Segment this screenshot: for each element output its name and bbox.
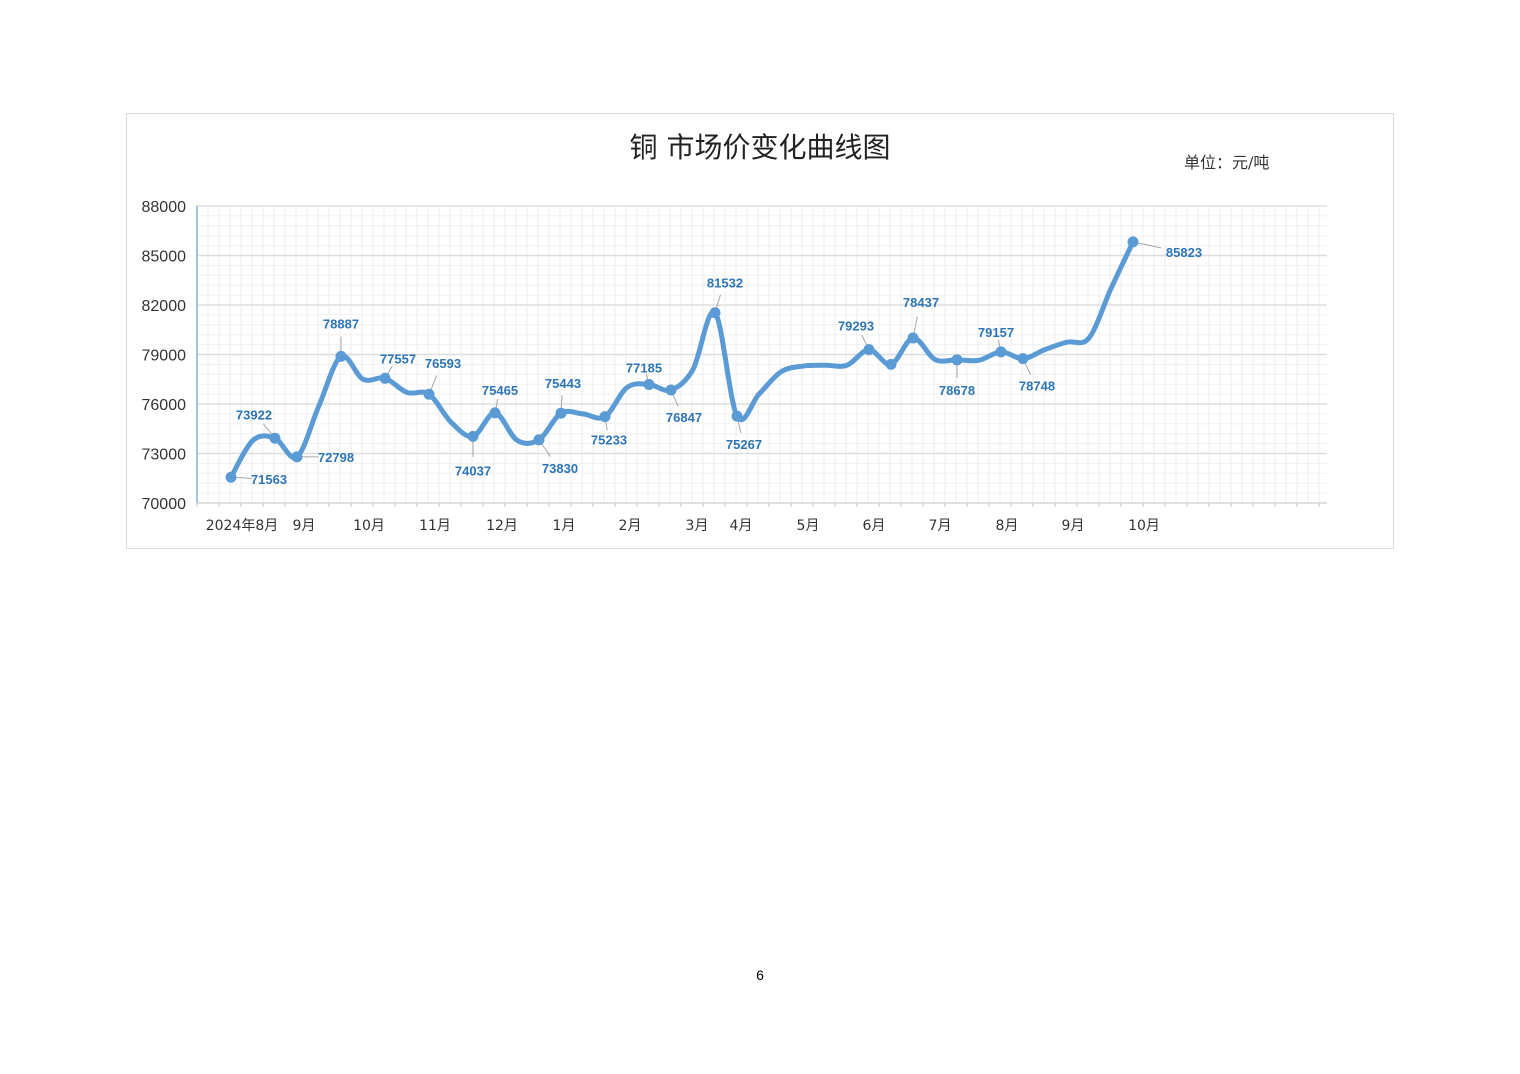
x-tick-label: 10月 [1128,518,1160,534]
x-tick-label: 6月 [863,518,886,534]
x-tick-label: 9月 [1062,518,1085,534]
y-tick-label: 85000 [142,249,187,266]
data-label: 78437 [903,295,939,310]
x-tick-label: 7月 [929,518,952,534]
data-point-marker [1127,236,1139,248]
x-tick-label: 5月 [797,518,820,534]
data-point-marker [269,432,281,444]
page-number: 6 [756,967,764,983]
data-label: 79293 [838,319,874,334]
data-point-marker [951,354,963,366]
data-point-marker [995,346,1007,358]
data-point-marker [533,434,545,446]
y-tick-label: 70000 [142,496,187,513]
x-tick-label: 2月 [619,518,642,534]
data-label: 77185 [626,360,662,375]
data-label: 72798 [318,450,354,465]
data-label: 76847 [666,410,702,425]
x-tick-label: 10月 [353,518,385,534]
data-point-marker [423,388,435,400]
data-point-marker [335,350,347,362]
unit-label: 单位：元/吨 [1184,153,1270,172]
x-tick-label: 3月 [686,518,709,534]
data-point-marker [643,378,655,390]
data-point-marker [863,344,875,356]
chart-title: 铜 市场价变化曲线图 [629,131,891,164]
y-tick-label: 73000 [142,447,187,464]
y-tick-label: 79000 [142,348,187,365]
data-label: 73922 [236,407,272,422]
data-point-marker [225,471,237,483]
data-label: 73830 [542,461,578,476]
data-label: 71563 [251,472,287,487]
y-tick-label: 88000 [142,199,187,216]
x-tick-label: 12月 [486,518,518,534]
data-label: 79157 [978,325,1014,340]
data-label: 78748 [1019,379,1055,394]
x-tick-label: 9月 [293,518,316,534]
data-point-marker [555,407,567,419]
data-label: 77557 [380,351,416,366]
data-point-marker [599,411,611,423]
y-tick-label: 82000 [142,298,187,315]
data-point-marker [291,451,303,463]
data-point-marker [489,407,501,419]
data-label: 75465 [482,383,518,398]
price-line [228,239,1136,480]
data-point-marker [731,410,743,422]
x-tick-label: 11月 [419,518,451,534]
data-point-marker [907,332,919,344]
x-tick-label: 4月 [730,518,753,534]
chart-frame [126,113,1394,549]
data-label: 76593 [425,356,461,371]
x-tick-label: 1月 [553,518,576,534]
data-label: 75267 [726,437,762,452]
data-point-marker [1017,353,1029,365]
data-label: 81532 [707,276,743,291]
data-label: 74037 [455,463,491,478]
data-label: 78678 [939,383,975,398]
data-point-marker [885,358,897,370]
data-point-marker [709,307,721,319]
data-label: 75443 [545,376,581,391]
y-tick-label: 76000 [142,397,187,414]
data-point-marker [467,430,479,442]
x-tick-label: 8月 [996,518,1019,534]
data-point-marker [379,372,391,384]
data-label: 85823 [1166,245,1202,260]
x-tick-label: 2024年8月 [206,518,279,534]
data-label: 78887 [323,316,359,331]
data-label: 75233 [591,433,627,448]
data-point-marker [665,384,677,396]
